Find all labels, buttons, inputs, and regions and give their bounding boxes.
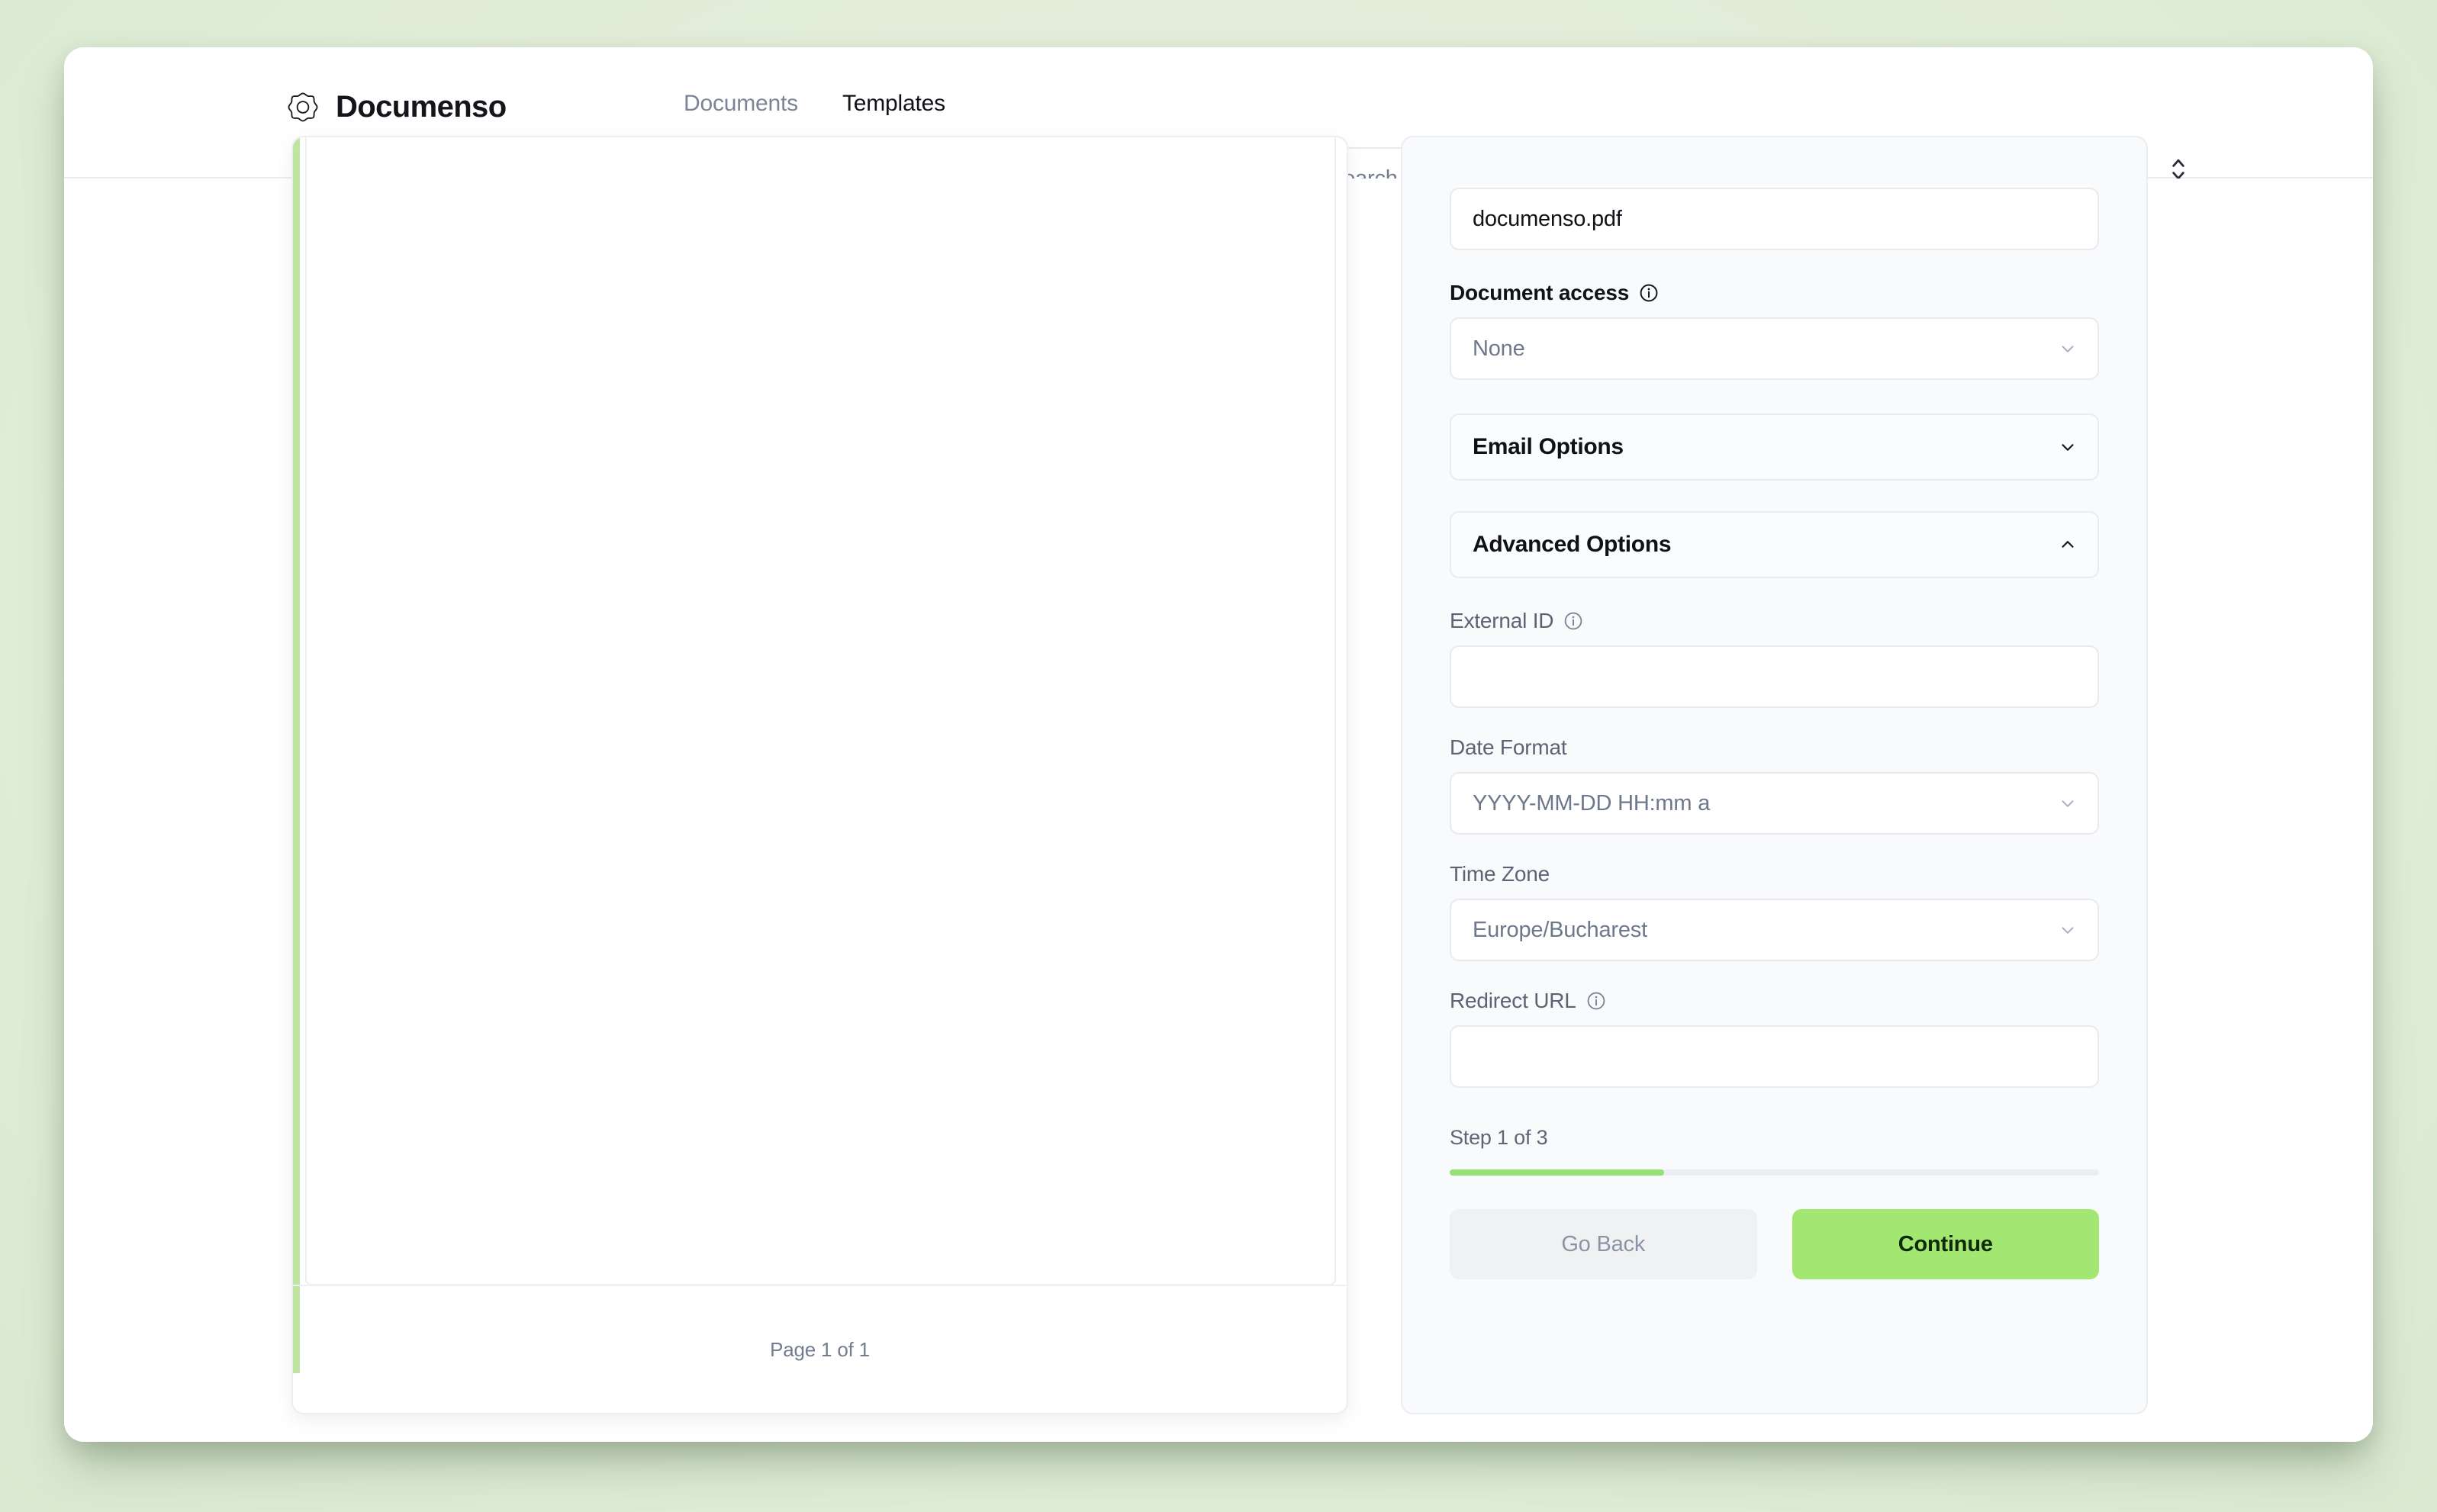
chevron-down-icon (2062, 346, 2074, 352)
brand-name: Documenso (336, 90, 507, 124)
preview-accent-bar (293, 137, 300, 1373)
main-nav: Documents Templates (684, 91, 945, 117)
date-format-select[interactable]: YYYY-MM-DD HH:mm a (1450, 772, 2099, 835)
settings-panel: documenso.pdf Document access None (1401, 136, 2148, 1414)
chevron-down-icon (2062, 927, 2074, 934)
info-icon[interactable] (1586, 991, 1606, 1011)
external-id-label-text: External ID (1450, 609, 1554, 632)
chevron-down-icon (2062, 800, 2074, 807)
date-format-label-text: Date Format (1450, 735, 1567, 759)
browser-window: Documenso Documents Templates Search ⌘+K… (64, 47, 2373, 1442)
redirect-url-input[interactable] (1450, 1025, 2099, 1088)
document-access-value: None (1473, 336, 1525, 361)
go-back-button[interactable]: Go Back (1450, 1209, 1757, 1279)
continue-button[interactable]: Continue (1792, 1209, 2099, 1279)
chevron-down-icon (2062, 444, 2074, 451)
chevron-up-icon (2062, 541, 2074, 548)
time-zone-block: Time Zone Europe/Bucharest (1450, 862, 2099, 961)
external-id-block: External ID (1450, 609, 2099, 708)
email-options-accordion[interactable]: Email Options (1450, 413, 2099, 481)
time-zone-label-text: Time Zone (1450, 862, 1550, 886)
progress-track (1450, 1169, 2099, 1176)
content-area: Page 1 of 1 documenso.pdf Document acces… (64, 136, 2373, 1442)
email-options-label: Email Options (1473, 434, 1624, 459)
nav-link-documents[interactable]: Documents (684, 91, 798, 116)
document-access-select[interactable]: None (1450, 317, 2099, 380)
advanced-options-block: Advanced Options (1450, 511, 2099, 578)
date-format-label: Date Format (1450, 735, 2099, 760)
step-label: Step 1 of 3 (1450, 1126, 1548, 1149)
brand-logo[interactable]: Documenso (287, 90, 507, 124)
email-options-block: Email Options (1450, 413, 2099, 481)
redirect-url-label: Redirect URL (1450, 989, 2099, 1013)
external-id-input[interactable] (1450, 645, 2099, 708)
nav-link-templates[interactable]: Templates (842, 91, 945, 116)
document-preview-card: Page 1 of 1 (291, 136, 1348, 1414)
document-title-input[interactable]: documenso.pdf (1450, 188, 2099, 250)
time-zone-value: Europe/Bucharest (1473, 917, 1647, 942)
external-id-label: External ID (1450, 609, 2099, 633)
progress-fill (1450, 1169, 1664, 1176)
advanced-options-accordion[interactable]: Advanced Options (1450, 511, 2099, 578)
date-format-value: YYYY-MM-DD HH:mm a (1473, 790, 1711, 816)
chevron-up-down-icon (2172, 159, 2185, 180)
document-access-label-text: Document access (1450, 281, 1630, 304)
document-access-label: Document access (1450, 281, 2099, 305)
document-access-block: Document access None (1450, 281, 2099, 380)
time-zone-select[interactable]: Europe/Bucharest (1450, 899, 2099, 961)
page-indicator: Page 1 of 1 (770, 1337, 870, 1361)
action-row: Go Back Continue (1450, 1209, 2099, 1279)
time-zone-label: Time Zone (1450, 862, 2099, 886)
info-icon[interactable] (1639, 283, 1659, 303)
advanced-options-label: Advanced Options (1473, 532, 1672, 557)
date-format-block: Date Format YYYY-MM-DD HH:mm a (1450, 735, 2099, 835)
step-progress-block: Step 1 of 3 (1450, 1126, 2099, 1176)
redirect-url-label-text: Redirect URL (1450, 989, 1576, 1012)
redirect-url-block: Redirect URL (1450, 989, 2099, 1088)
title-field-block: documenso.pdf (1450, 137, 2099, 250)
preview-footer: Page 1 of 1 (293, 1285, 1347, 1413)
document-page-canvas[interactable] (305, 137, 1336, 1285)
documenso-seal-icon (288, 92, 318, 121)
info-icon[interactable] (1563, 611, 1583, 631)
